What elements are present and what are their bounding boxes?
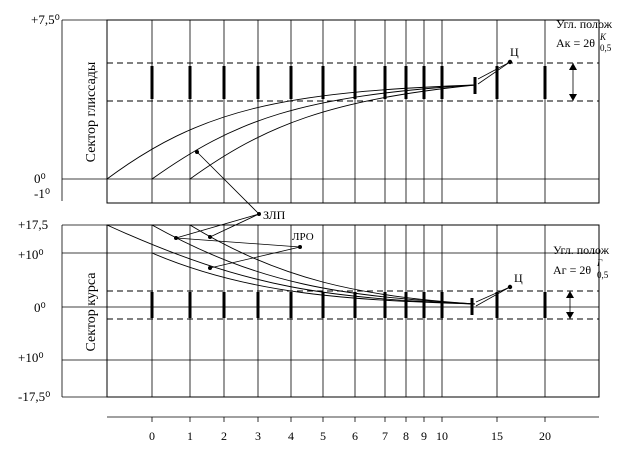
callouts: ЗЛП ЛРО — [174, 150, 314, 270]
x-axis: 0 1 2 3 4 5 6 7 8 9 10 15 20 — [107, 416, 599, 443]
course-curve-2 — [151, 224, 476, 305]
x-tick-label: 20 — [539, 429, 551, 443]
glide-bold-marks — [150, 66, 547, 99]
glide-right-formula: Aк = 2θ — [556, 36, 595, 50]
glide-grid-verticals — [151, 20, 546, 203]
glide-curve-2 — [151, 84, 476, 180]
course-center-leader-2 — [475, 286, 511, 303]
lro-label: ЛРО — [292, 231, 314, 243]
course-y-label-lower: +10⁰ — [18, 350, 44, 365]
glide-panel-title: Сектор глиссады — [84, 61, 99, 162]
course-curve-3 — [189, 224, 476, 305]
glide-arrow-up-icon — [569, 63, 577, 70]
course-y-label-upper: +10⁰ — [18, 247, 44, 262]
glide-right-label: Угл. полож — [556, 17, 613, 31]
x-tick-label: 5 — [320, 429, 326, 443]
zlp-leader-3 — [209, 213, 260, 238]
x-tick-label: 10 — [436, 429, 448, 443]
glide-center-leader-1 — [477, 61, 511, 85]
glide-y-label-neg: -1⁰ — [34, 186, 50, 201]
zlp-label: ЗЛП — [263, 208, 286, 222]
x-tick-label: 9 — [421, 429, 427, 443]
glide-formula-sub: 0,5 — [600, 43, 612, 53]
glide-center-label: Ц — [510, 45, 519, 59]
x-tick-label: 7 — [382, 429, 388, 443]
course-bold-marks — [150, 292, 547, 318]
course-right-formula: Aг = 2θ — [553, 263, 591, 277]
course-formula-sup: Г — [596, 258, 603, 268]
course-formula-sub: 0,5 — [597, 270, 609, 280]
course-center-leader-1 — [475, 286, 511, 307]
zlp-leader-2 — [175, 213, 260, 239]
x-tick-label: 8 — [403, 429, 409, 443]
x-tick-label: 0 — [149, 429, 155, 443]
course-panel: +17,5 +10⁰ 0⁰ +10⁰ -17,5⁰ Сектор курса У… — [18, 217, 610, 404]
x-axis-ticks: 0 1 2 3 4 5 6 7 8 9 10 15 20 — [149, 417, 551, 443]
course-arrow-down-icon — [566, 312, 574, 319]
glide-panel: +7,5⁰ 0⁰ -1⁰ Сектор глиссады Угл. полож … — [31, 12, 613, 204]
glide-arrow-down-icon — [569, 94, 577, 101]
glide-formula-sup: K — [599, 32, 607, 42]
course-grid-verticals — [151, 225, 546, 397]
x-tick-label: 2 — [221, 429, 227, 443]
lro-leader-1 — [175, 237, 301, 248]
glide-curve-3 — [189, 84, 476, 180]
course-panel-frame — [106, 224, 600, 398]
course-right-label: Угл. полож — [553, 243, 610, 257]
x-tick-label: 6 — [352, 429, 358, 443]
glide-panel-frame — [106, 19, 600, 204]
course-y-label-top: +17,5 — [18, 217, 48, 232]
course-center-label: Ц — [514, 271, 523, 285]
glide-y-label-top: +7,5⁰ — [31, 12, 60, 27]
lro-leader-2 — [209, 246, 301, 269]
course-curve-1 — [106, 224, 476, 305]
x-tick-label: 3 — [255, 429, 261, 443]
course-y-label-bottom: -17,5⁰ — [18, 389, 50, 404]
course-curve-4 — [151, 252, 476, 305]
zlp-leader-1 — [196, 151, 260, 215]
course-panel-title: Сектор курса — [84, 272, 99, 352]
course-center-dot — [507, 284, 513, 290]
course-y-label-zero: 0⁰ — [34, 300, 46, 315]
glide-curve-1 — [106, 84, 476, 180]
x-tick-label: 4 — [288, 429, 294, 443]
x-tick-label: 15 — [491, 429, 503, 443]
glide-y-label-zero: 0⁰ — [34, 171, 46, 186]
glide-center-dot — [507, 59, 513, 65]
course-arrow-up-icon — [566, 291, 574, 298]
glide-center-leader-2 — [477, 61, 511, 80]
x-tick-label: 1 — [187, 429, 193, 443]
